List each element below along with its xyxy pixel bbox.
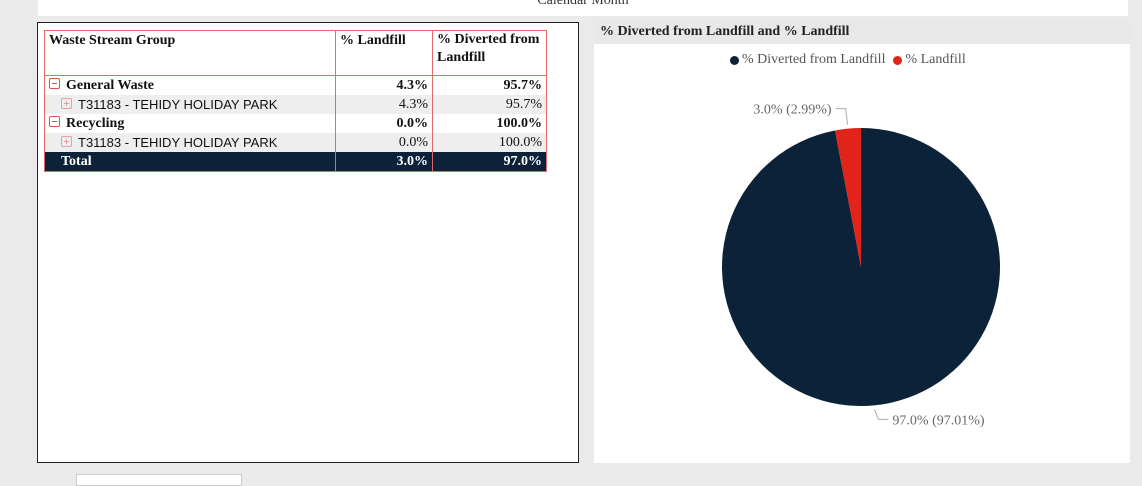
diverted-value: 95.7% <box>432 95 547 114</box>
total-landfill: 3.0% <box>335 152 433 172</box>
table-row: T31183 - TEHIDY HOLIDAY PARK 4.3% 95.7% <box>44 95 547 114</box>
landfill-value: 0.0% <box>335 114 433 133</box>
total-label-text: Total <box>61 154 92 169</box>
page-tab[interactable] <box>76 474 242 486</box>
legend-label-diverted: % Diverted from Landfill <box>742 52 886 67</box>
leader-line <box>873 409 889 420</box>
row-label: T31183 - TEHIDY HOLIDAY PARK <box>78 135 278 150</box>
row-label: Recycling <box>66 116 125 131</box>
filter-header: Calendar Month <box>38 0 1128 16</box>
header-title: Calendar Month <box>537 0 629 8</box>
leader-line <box>835 108 849 125</box>
total-row: Total 3.0% 97.0% <box>44 152 547 172</box>
total-label: Total <box>44 152 336 172</box>
legend-item-diverted[interactable]: % Diverted from Landfill <box>730 52 885 68</box>
row-label-cell: General Waste <box>44 75 336 95</box>
landfill-value: 0.0% <box>335 133 433 152</box>
diverted-value: 100.0% <box>432 133 547 152</box>
matrix-table: Waste Stream Group % Landfill % Diverted… <box>44 30 547 172</box>
pie-title: % Diverted from Landfill and % Landfill <box>594 22 1130 44</box>
table-row: General Waste 4.3% 95.7% <box>44 75 547 95</box>
data-label-diverted: 97.0% (97.01%) <box>892 413 984 428</box>
row-label-cell: T31183 - TEHIDY HOLIDAY PARK <box>44 95 336 114</box>
column-header-diverted[interactable]: % Diverted from Landfill <box>432 30 547 76</box>
diverted-value: 95.7% <box>432 75 547 95</box>
table-row: T31183 - TEHIDY HOLIDAY PARK 0.0% 100.0% <box>44 133 547 152</box>
pie-legend: % Diverted from Landfill % Landfill <box>730 52 966 68</box>
legend-label-landfill: % Landfill <box>905 52 966 67</box>
row-label: T31183 - TEHIDY HOLIDAY PARK <box>78 97 278 112</box>
column-header-landfill[interactable]: % Landfill <box>335 30 433 76</box>
data-label-landfill: 3.0% (2.99%) <box>753 103 831 118</box>
column-header-waste-stream-group[interactable]: Waste Stream Group <box>44 30 336 76</box>
expand-icon[interactable] <box>61 98 72 109</box>
row-label-cell: Recycling <box>44 114 336 133</box>
matrix-visual: Waste Stream Group % Landfill % Diverted… <box>37 22 579 463</box>
row-label-cell: T31183 - TEHIDY HOLIDAY PARK <box>44 133 336 152</box>
total-diverted: 97.0% <box>432 152 547 172</box>
table-row: Recycling 0.0% 100.0% <box>44 114 547 133</box>
pie-visual: % Diverted from Landfill and % Landfill … <box>594 22 1130 463</box>
legend-dot-landfill <box>893 55 903 65</box>
legend-item-landfill[interactable]: % Landfill <box>893 52 966 68</box>
pie-slice-landfill[interactable] <box>835 128 861 267</box>
row-label: General Waste <box>66 78 155 93</box>
landfill-value: 4.3% <box>335 75 433 95</box>
pie-chart: 97.0% (97.01%) 3.0% (2.99%) <box>722 103 1000 428</box>
expand-icon[interactable] <box>61 136 72 147</box>
collapse-icon[interactable] <box>49 78 60 89</box>
legend-dot-diverted <box>730 55 739 65</box>
diverted-value: 100.0% <box>432 114 547 133</box>
landfill-value: 4.3% <box>335 95 433 114</box>
collapse-icon[interactable] <box>49 116 60 127</box>
matrix-header-row: Waste Stream Group % Landfill % Diverted… <box>44 30 547 76</box>
